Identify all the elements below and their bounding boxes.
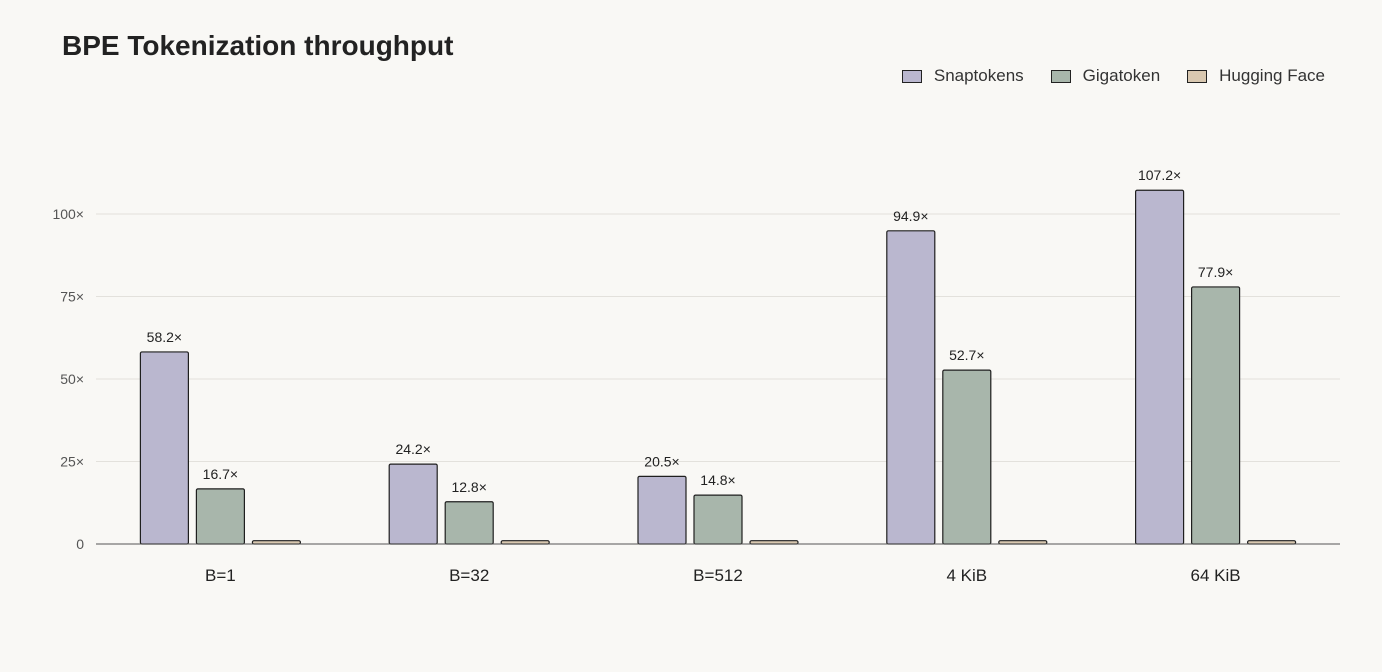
data-label: 24.2× — [395, 441, 430, 457]
x-tick-label: 4 KiB — [946, 566, 987, 585]
data-label: 77.9× — [1198, 264, 1233, 280]
y-tick-label: 50× — [60, 371, 84, 387]
legend-item: Gigatoken — [1050, 66, 1161, 86]
data-label: 20.5× — [644, 453, 679, 469]
data-label: 14.8× — [700, 472, 735, 488]
chart-title: BPE Tokenization throughput — [62, 30, 454, 61]
y-tick-label: 0 — [76, 536, 84, 552]
bar-gigatoken — [195, 488, 245, 545]
bar-snaptokens — [637, 475, 687, 545]
bar-gigatoken — [942, 369, 992, 545]
legend-label: Gigatoken — [1082, 66, 1161, 85]
data-label: 58.2× — [147, 329, 182, 345]
legend-item: Hugging Face — [1187, 66, 1325, 86]
legend-swatch — [1187, 69, 1208, 83]
x-tick-label: B=512 — [693, 566, 743, 585]
legend: Snaptokens Gigatoken Hugging Face — [901, 66, 1325, 86]
legend-item: Snaptokens — [901, 66, 1024, 86]
data-label: 94.9× — [893, 208, 928, 224]
legend-swatch — [1050, 69, 1071, 83]
bar-snaptokens — [886, 230, 936, 545]
y-tick-label: 25× — [60, 454, 84, 470]
data-label: 12.8× — [451, 479, 486, 495]
x-tick-label: B=1 — [205, 566, 236, 585]
x-tick-label: 64 KiB — [1191, 566, 1241, 585]
bar-gigatoken — [1190, 286, 1241, 545]
bar-snaptokens — [139, 351, 189, 545]
x-tick-label: B=32 — [449, 566, 489, 585]
legend-swatch — [901, 69, 922, 83]
data-label: 107.2× — [1138, 167, 1181, 183]
bar-gigatoken — [693, 494, 743, 545]
y-tick-label: 75× — [60, 289, 84, 305]
legend-label: Hugging Face — [1219, 66, 1325, 85]
legend-label: Snaptokens — [933, 66, 1024, 85]
bar-snaptokens — [388, 463, 438, 545]
data-label: 16.7× — [203, 466, 238, 482]
bar-gigatoken — [444, 501, 494, 545]
bar-snaptokens — [1134, 189, 1185, 545]
data-label: 52.7× — [949, 347, 984, 363]
y-tick-label: 100× — [52, 206, 84, 222]
